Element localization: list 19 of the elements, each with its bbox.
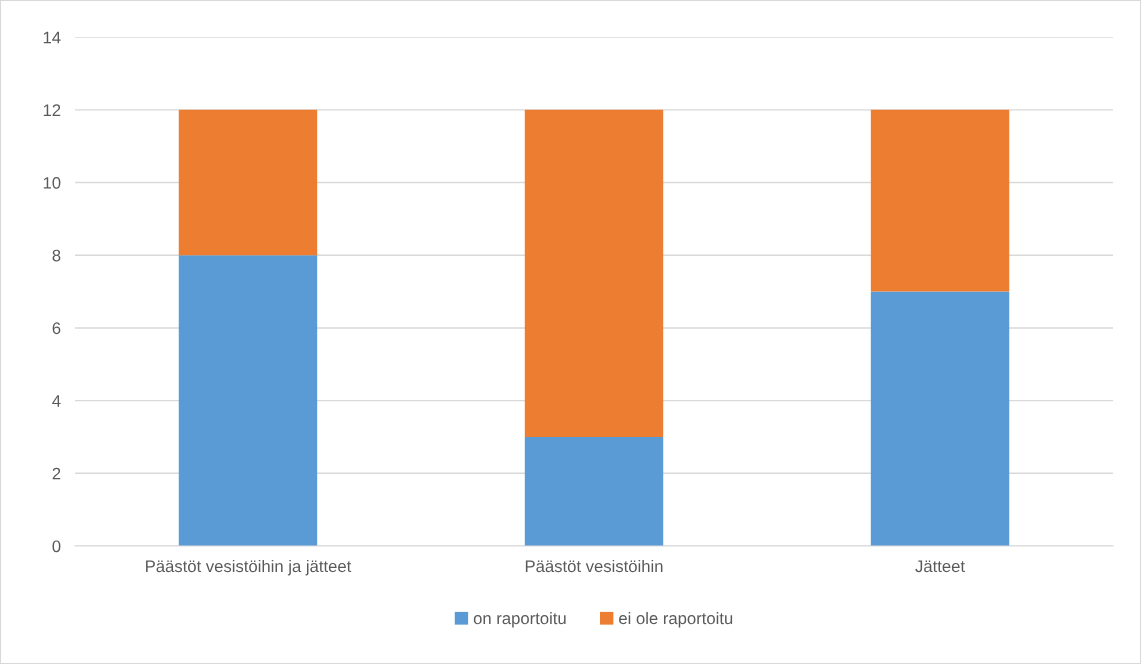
bar [870, 291, 1010, 547]
y-tick-label: 0 [52, 540, 61, 553]
bar [870, 109, 1010, 292]
bar [524, 109, 664, 437]
x-tick-label: Jätteet [915, 560, 965, 573]
bar [178, 255, 318, 547]
y-tick-label: 10 [43, 176, 61, 189]
x-tick-label: Päästöt vesistöihin ja jätteet [146, 559, 352, 576]
bar [524, 436, 664, 547]
bar [178, 109, 318, 256]
y-tick-label: 8 [52, 249, 61, 262]
y-tick-label: 4 [52, 395, 61, 407]
y-tick-label: 6 [52, 322, 61, 335]
legend-label: on raportoitu [473, 611, 566, 628]
legend-label: ei ole raportoitu [619, 611, 733, 628]
y-tick-label: 12 [43, 104, 61, 116]
y-tick-label: 2 [52, 467, 61, 480]
x-tick-label: Päästöt vesistöihin [525, 559, 663, 573]
y-tick-label: 14 [43, 31, 61, 44]
